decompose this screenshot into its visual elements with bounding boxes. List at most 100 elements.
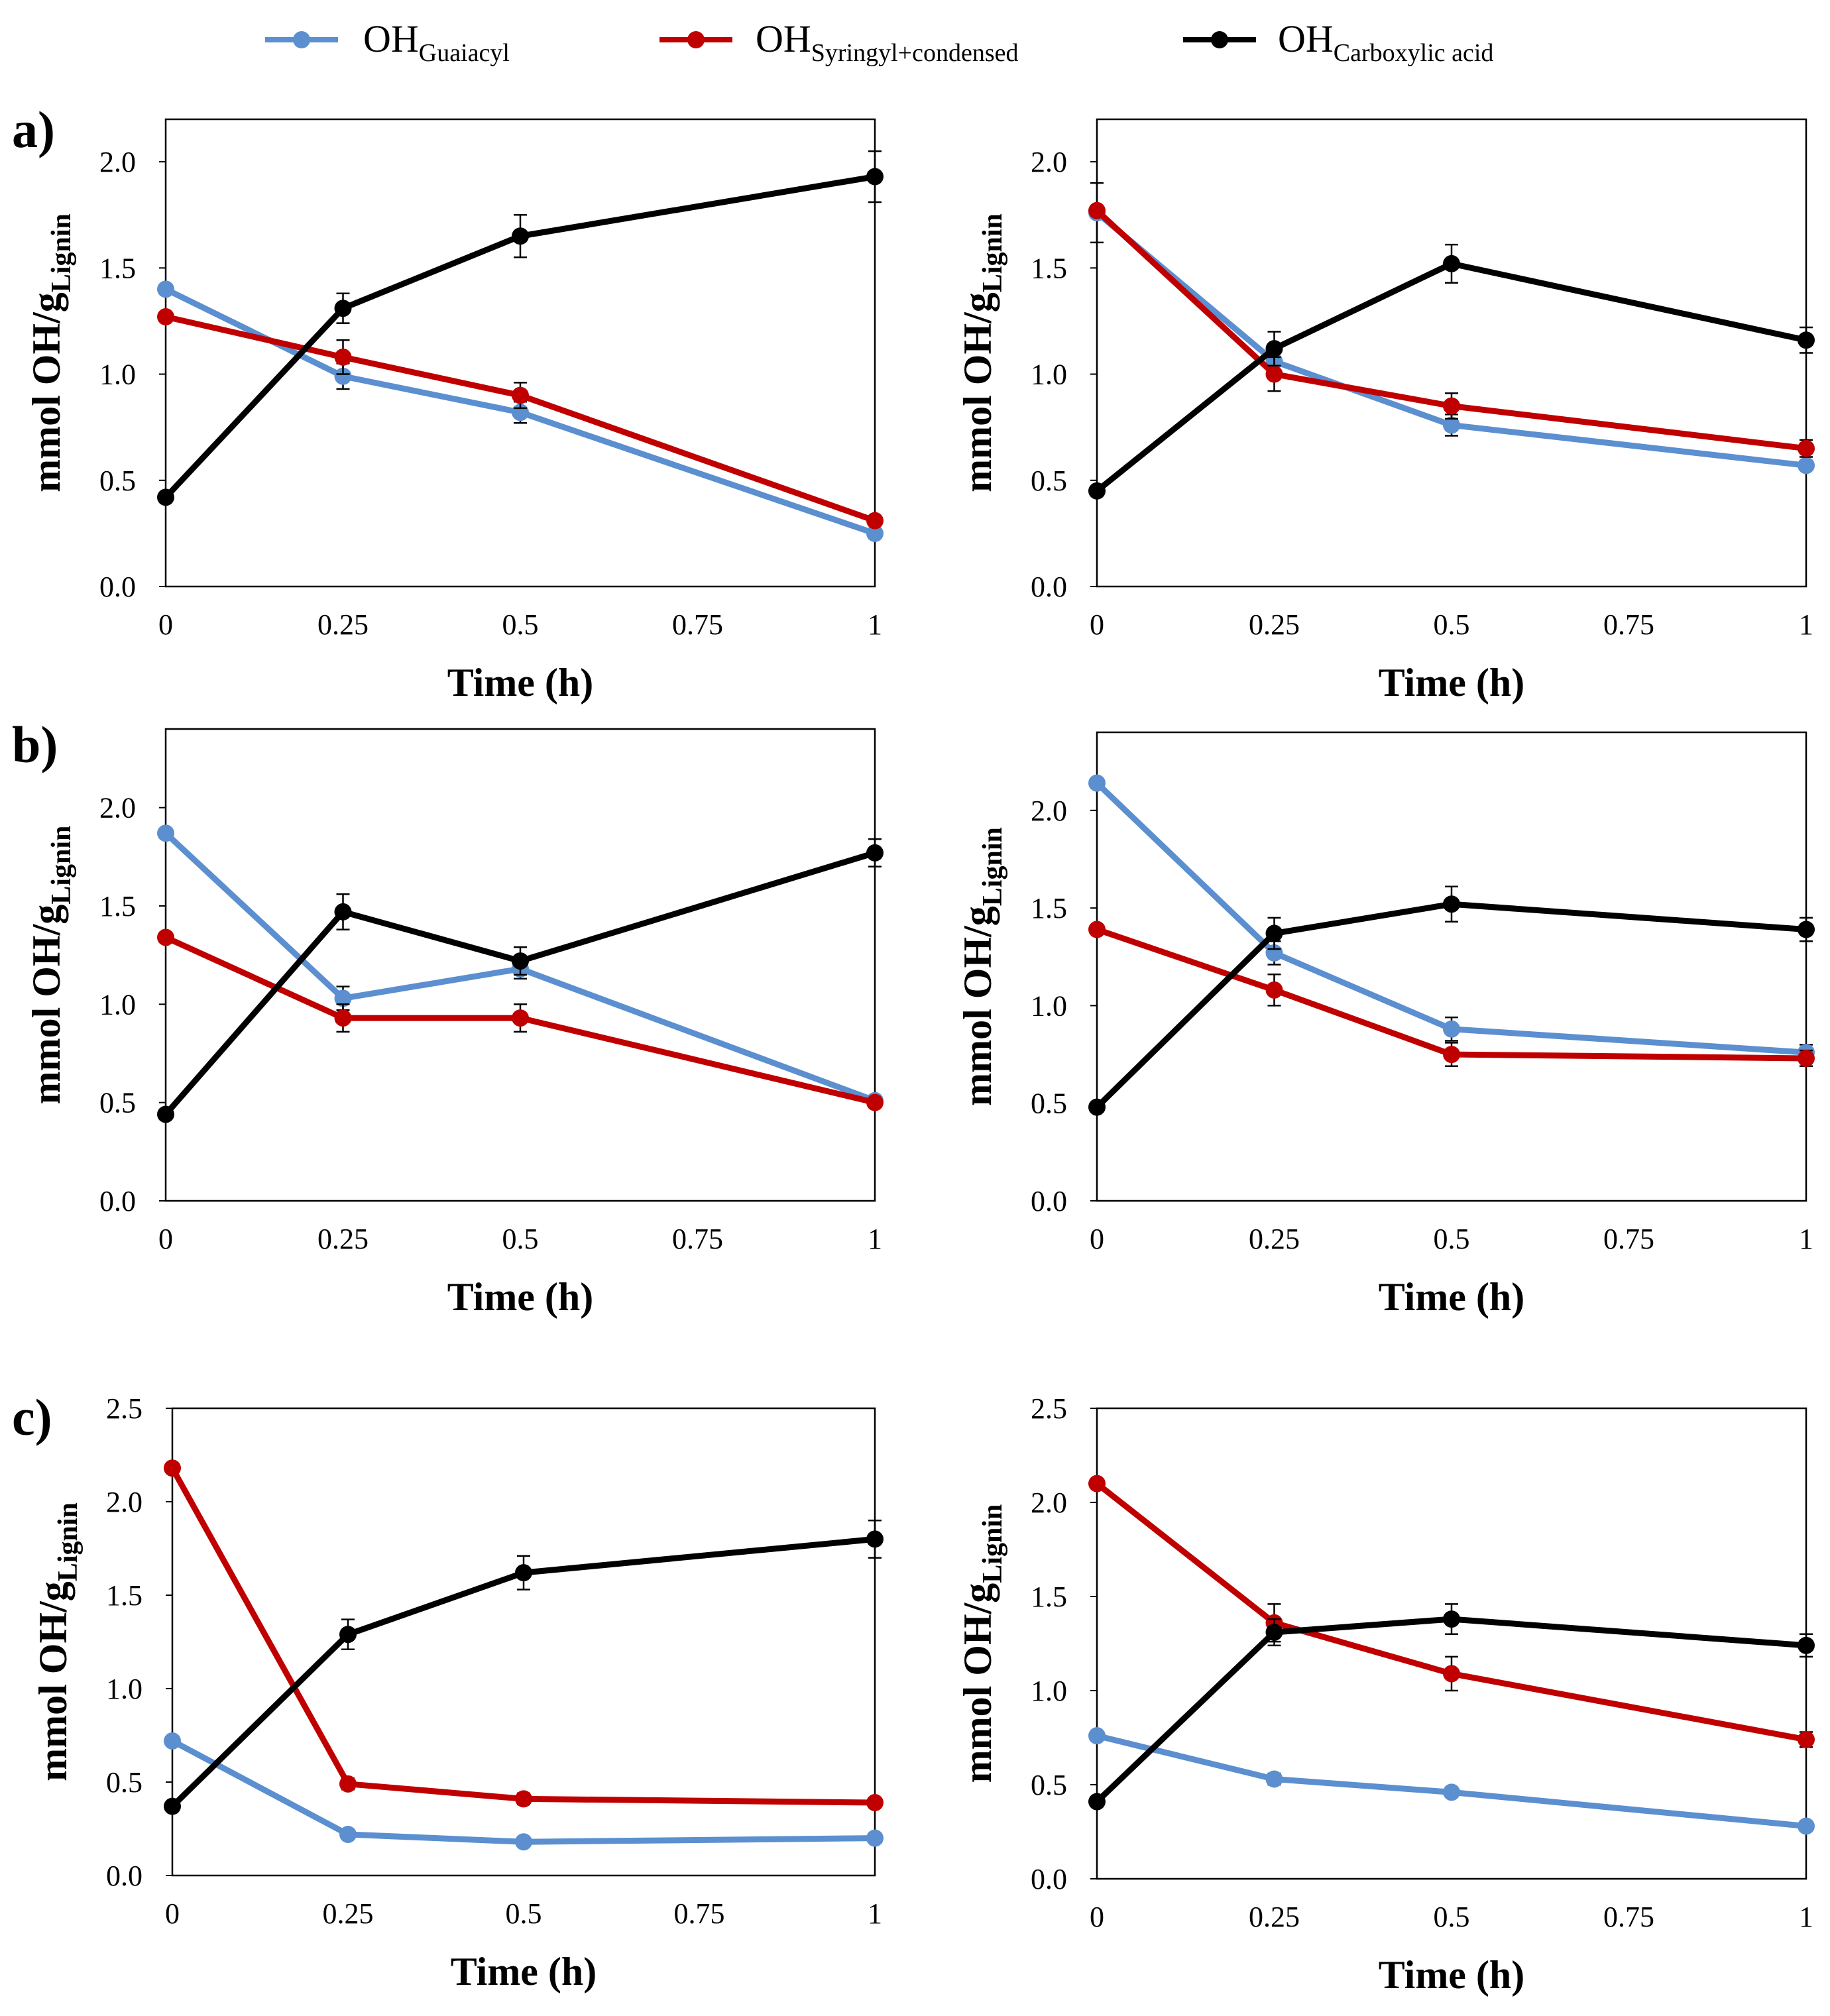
y-tick-label: 0.0 xyxy=(1031,1863,1067,1895)
y-tick-label: 1.0 xyxy=(1031,989,1067,1022)
data-point-guaiacyl xyxy=(1798,1817,1815,1835)
data-point-syringyl xyxy=(866,1794,884,1812)
legend-label-carboxylic: OHCarboxylic acid xyxy=(1278,17,1493,67)
x-tick-label: 0.5 xyxy=(1434,1901,1470,1933)
panel-label-b: b) xyxy=(12,716,58,773)
panel-label-c: c) xyxy=(12,1388,52,1446)
plot-area-c-left xyxy=(171,1407,876,1877)
x-tick-label: 0 xyxy=(158,608,173,641)
y-tick-label: 0.5 xyxy=(99,1087,136,1119)
x-tick-label: 0.5 xyxy=(1434,1223,1470,1255)
data-point-guaiacyl xyxy=(1798,457,1815,475)
y-tick-label: 2.0 xyxy=(1031,1486,1067,1519)
chart-a-right: 0.0 0.5 1.0 1.5 2.0 0 0.25 0.5 0.75 1 Time (h) mmol… xyxy=(956,118,1815,704)
data-point-carboxylic xyxy=(866,1530,884,1548)
legend-entry-carboxylic: OHCarboxylic acid xyxy=(1183,17,1493,67)
data-point-carboxylic xyxy=(512,227,529,245)
x-tick-label: 0.75 xyxy=(672,608,723,641)
data-point-syringyl xyxy=(512,1009,529,1027)
x-tick-label: 0.25 xyxy=(323,1897,374,1930)
x-tick-label: 0 xyxy=(1090,1901,1104,1933)
series-line-carboxylic xyxy=(163,174,876,500)
series-line-syringyl xyxy=(165,313,876,524)
data-point-carboxylic xyxy=(512,952,529,970)
data-point-syringyl xyxy=(512,386,529,404)
data-point-syringyl xyxy=(866,512,884,530)
data-point-syringyl xyxy=(1443,1665,1460,1683)
data-point-carboxylic xyxy=(164,1797,181,1815)
y-axis-title: mmol OH/gLignin xyxy=(956,213,1008,492)
legend-marker-carboxylic xyxy=(1211,31,1228,48)
data-point-carboxylic xyxy=(339,1626,357,1644)
plot-area-b-left xyxy=(164,728,876,1202)
data-point-guaiacyl xyxy=(157,824,174,842)
y-axis-title: mmol OH/gLignin xyxy=(956,1504,1008,1783)
y-tick-label: 1.0 xyxy=(106,1673,143,1705)
data-point-guaiacyl xyxy=(1443,1783,1460,1801)
data-point-carboxylic xyxy=(1798,921,1815,938)
x-axis-title: Time (h) xyxy=(447,661,594,704)
data-point-guaiacyl xyxy=(1265,1770,1283,1788)
y-tick-label: 1.0 xyxy=(1031,359,1067,391)
data-point-carboxylic xyxy=(1443,254,1460,272)
x-axis-title: Time (h) xyxy=(1379,1953,1525,1997)
legend-marker-guaiacyl xyxy=(293,31,310,48)
data-point-syringyl xyxy=(334,1009,352,1027)
x-tick-label: 1 xyxy=(868,608,882,641)
series-line-guaiacyl xyxy=(163,830,876,1103)
data-point-carboxylic xyxy=(1798,331,1815,349)
y-tick-label: 1.0 xyxy=(99,988,136,1021)
data-point-syringyl xyxy=(1265,981,1283,999)
x-tick-label: 1 xyxy=(1799,608,1813,641)
y-axis-title: mmol OH/gLignin xyxy=(31,1502,84,1781)
data-point-syringyl xyxy=(1265,365,1283,383)
data-point-carboxylic xyxy=(515,1564,532,1582)
data-point-syringyl xyxy=(157,928,174,946)
x-tick-label: 1 xyxy=(1799,1223,1813,1255)
x-tick-label: 0.25 xyxy=(317,1223,369,1255)
y-tick-label: 0.0 xyxy=(1031,1185,1067,1217)
data-point-guaiacyl xyxy=(1443,416,1460,434)
data-point-carboxylic xyxy=(1265,924,1283,942)
y-tick-label: 1.0 xyxy=(1031,1675,1067,1707)
y-axis-title: mmol OH/gLignin xyxy=(25,213,77,492)
y-tick-label: 1.5 xyxy=(106,1579,143,1612)
x-tick-label: 0.75 xyxy=(1603,1223,1654,1255)
data-point-carboxylic xyxy=(1088,482,1106,500)
x-tick-label: 0.25 xyxy=(1249,1223,1300,1255)
data-point-guaiacyl xyxy=(515,1833,532,1851)
data-point-guaiacyl xyxy=(1088,1727,1106,1745)
chart-a-left: 0.0 0.5 1.0 1.5 2.0 0 0.25 0.5 0.75 1 Time (h) mmol… xyxy=(25,118,884,704)
legend-label-syringyl: OHSyringyl+condensed xyxy=(756,17,1019,67)
x-axis-title: Time (h) xyxy=(1379,661,1525,704)
x-tick-label: 0.5 xyxy=(506,1897,542,1930)
y-tick-label: 0.5 xyxy=(106,1766,143,1799)
y-tick-label: 2.0 xyxy=(99,146,136,178)
data-point-syringyl xyxy=(334,348,352,366)
x-tick-label: 0 xyxy=(165,1897,180,1930)
y-tick-label: 0.0 xyxy=(1031,571,1067,603)
plot-area-a-left xyxy=(164,118,876,588)
series-line-carboxylic xyxy=(1094,1616,1807,1804)
data-point-carboxylic xyxy=(157,1105,174,1123)
x-tick-label: 0.75 xyxy=(674,1897,725,1930)
x-tick-label: 0.25 xyxy=(1249,1901,1300,1933)
y-tick-label: 0.5 xyxy=(1031,465,1067,497)
data-point-guaiacyl xyxy=(157,280,174,298)
x-tick-label: 0 xyxy=(158,1223,173,1255)
legend-label-guaiacyl: OHGuaiacyl xyxy=(363,17,510,67)
data-point-carboxylic xyxy=(1798,1636,1815,1654)
data-point-carboxylic xyxy=(334,300,352,317)
y-tick-label: 1.5 xyxy=(1031,252,1067,284)
data-point-carboxylic xyxy=(1443,895,1460,913)
series-line-carboxylic xyxy=(1094,901,1807,1109)
chart-c-right: 0.0 0.5 1.0 1.5 2.0 2.5 0 0.25 0.5 0.75 1 Time (h) m… xyxy=(956,1392,1815,1997)
data-point-carboxylic xyxy=(334,903,352,921)
plot-area-a-right xyxy=(1096,118,1807,588)
series-line-carboxylic xyxy=(163,850,876,1117)
plot-area-b-right xyxy=(1096,731,1807,1202)
y-tick-label: 0.5 xyxy=(1031,1769,1067,1801)
x-tick-label: 0 xyxy=(1090,608,1104,641)
data-point-carboxylic xyxy=(1443,1610,1460,1628)
